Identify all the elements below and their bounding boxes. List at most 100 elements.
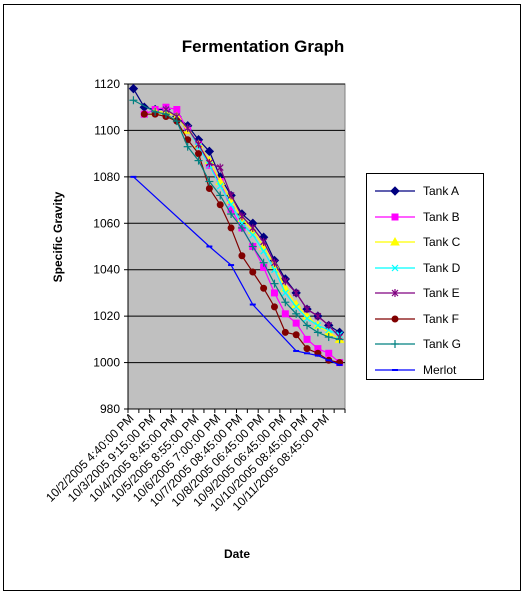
legend-label: Tank B <box>423 209 460 224</box>
data-point <box>259 258 268 267</box>
data-point <box>194 156 203 165</box>
legend-swatch <box>375 315 415 322</box>
data-point <box>216 191 225 200</box>
data-point <box>391 264 399 271</box>
y-tick-label: 1020 <box>93 309 120 323</box>
data-point <box>314 322 322 329</box>
data-point <box>238 252 246 260</box>
legend-swatch <box>375 264 415 271</box>
data-point <box>204 146 215 157</box>
legend-label: Tank C <box>423 235 461 249</box>
data-point <box>227 201 235 209</box>
data-point <box>303 345 311 353</box>
series-merlot <box>130 175 343 366</box>
legend-item: Tank G <box>367 335 483 353</box>
data-point <box>314 312 322 321</box>
data-point <box>227 224 235 232</box>
data-point <box>391 315 399 322</box>
data-point <box>271 266 278 274</box>
data-point <box>270 289 278 297</box>
data-point <box>313 328 322 337</box>
data-point <box>260 247 268 255</box>
series-group <box>128 83 345 367</box>
legend-swatch <box>375 236 415 246</box>
series-tank-g <box>129 96 344 344</box>
data-point <box>281 298 290 307</box>
data-point <box>391 213 399 220</box>
data-point <box>292 319 300 327</box>
y-tick-label: 1040 <box>93 263 120 277</box>
data-point <box>391 289 399 297</box>
legend-item: Tank A <box>367 182 483 200</box>
data-point <box>195 150 203 158</box>
legend-item: Tank F <box>367 310 483 328</box>
data-point <box>303 315 311 322</box>
data-point <box>260 284 268 292</box>
legend-item: Tank C <box>367 233 483 251</box>
plot-area <box>127 83 346 410</box>
y-tick-label: 1120 <box>94 77 120 91</box>
data-point <box>249 223 257 232</box>
legend-swatch <box>375 340 415 348</box>
data-point <box>303 335 311 343</box>
legend: Tank A Tank B Tank C Tank D Tank E Tank F Tank… <box>366 173 484 380</box>
data-point <box>303 321 312 330</box>
legend-label: Tank F <box>423 311 460 326</box>
y-ticks: 980 1000 1020 1040 1060 1080 1100 1120 <box>93 77 128 416</box>
legend-swatch <box>375 213 415 220</box>
legend-label: Tank G <box>423 337 462 351</box>
legend-label: Tank E <box>423 286 460 300</box>
legend-item: Tank E <box>367 284 483 302</box>
data-point <box>335 335 344 344</box>
data-point <box>281 277 289 286</box>
data-point <box>281 289 289 297</box>
data-point <box>390 236 400 246</box>
legend-item: Tank D <box>367 259 483 277</box>
legend-item: Tank B <box>367 208 483 226</box>
data-point <box>270 279 279 288</box>
data-point <box>390 186 400 196</box>
data-point <box>205 177 214 186</box>
data-point <box>249 268 257 276</box>
legend-swatch <box>375 368 415 371</box>
data-point <box>195 140 202 149</box>
data-point <box>237 223 246 232</box>
data-point <box>140 110 148 118</box>
data-point <box>205 158 213 167</box>
data-point <box>325 321 333 330</box>
data-point <box>183 142 192 151</box>
data-point <box>292 288 300 297</box>
data-point <box>249 231 257 239</box>
data-point <box>184 124 192 133</box>
data-point <box>227 191 235 200</box>
data-point <box>161 110 170 119</box>
y-tick-label: 1080 <box>93 170 120 184</box>
y-tick-label: 980 <box>100 402 120 416</box>
data-point <box>216 163 224 172</box>
series-tank-e <box>162 105 343 342</box>
data-point <box>205 184 213 192</box>
data-point <box>227 210 236 218</box>
data-point <box>292 303 300 311</box>
chart-title: Fermentation Graph <box>181 37 345 56</box>
data-point <box>216 182 224 190</box>
legend-item: Merlot <box>367 361 483 379</box>
legend-label: Merlot <box>423 362 457 377</box>
data-point <box>281 328 289 336</box>
data-point <box>292 309 301 318</box>
data-point <box>260 237 268 246</box>
data-point <box>216 201 224 209</box>
data-point <box>271 258 278 267</box>
data-point <box>129 96 138 105</box>
data-point <box>325 349 333 357</box>
data-point <box>151 107 160 116</box>
data-point <box>281 310 289 318</box>
data-point <box>172 117 181 126</box>
data-point <box>303 305 311 314</box>
data-point <box>238 212 246 221</box>
y-tick-label: 1100 <box>94 123 120 137</box>
legend-label: Tank A <box>423 184 460 198</box>
x-axis-label: Date <box>223 547 250 561</box>
